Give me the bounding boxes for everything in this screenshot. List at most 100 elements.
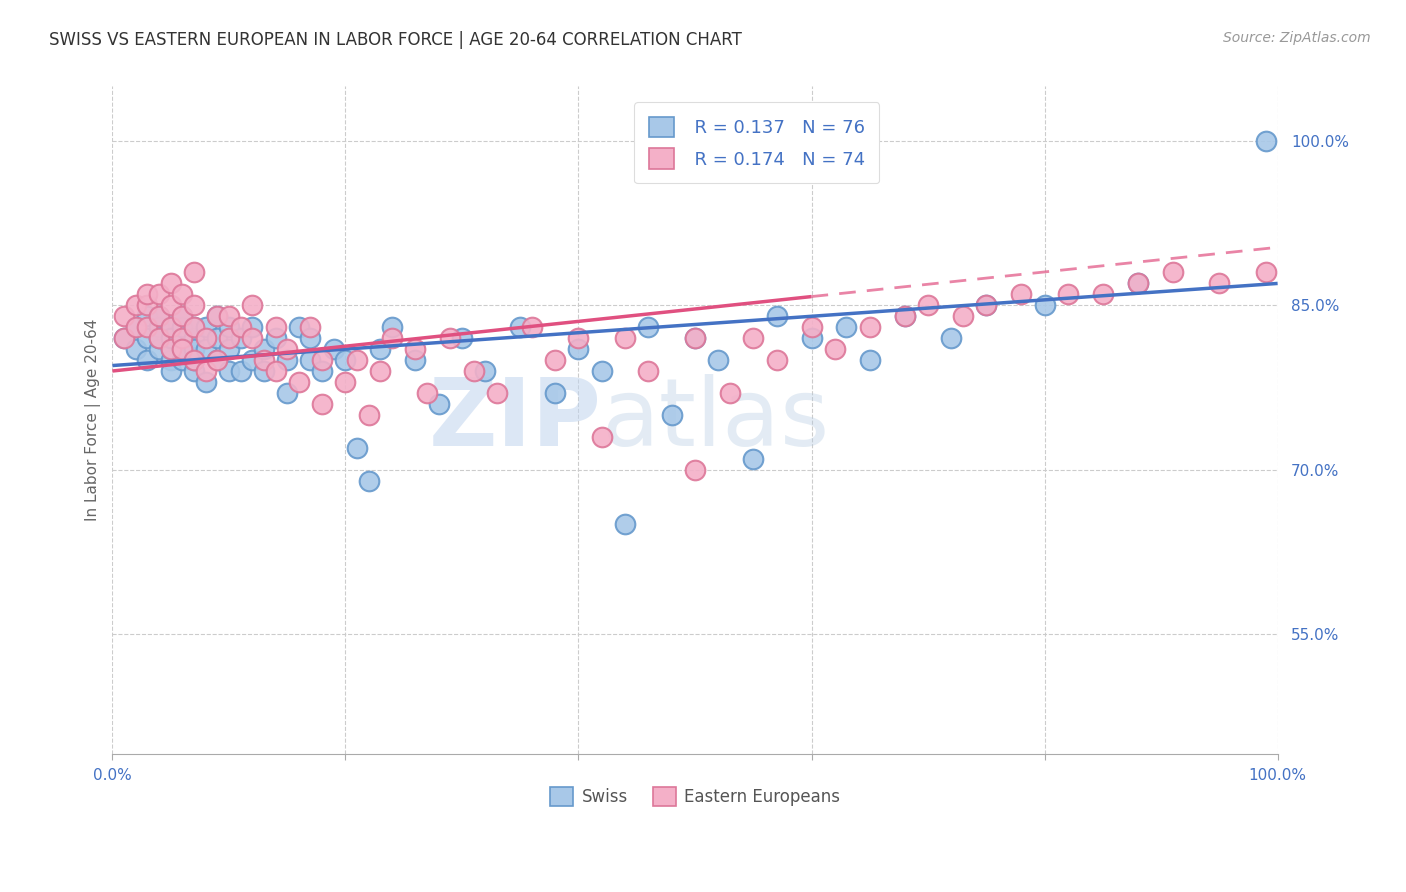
Point (824, 342, 846, 356)
Point (952, 310, 974, 324)
Point (159, 320, 181, 334)
Point (683, 462, 706, 476)
Point (172, 353, 194, 368)
Point (335, 353, 357, 368)
Point (148, 310, 170, 324)
Point (218, 320, 240, 334)
Point (520, 320, 543, 334)
Point (183, 320, 205, 334)
Text: SWISS VS EASTERN EUROPEAN IN LABOR FORCE | AGE 20-64 CORRELATION CHART: SWISS VS EASTERN EUROPEAN IN LABOR FORCE… (49, 31, 742, 49)
Text: ZIP: ZIP (429, 375, 602, 467)
Point (218, 364, 240, 378)
Point (183, 265, 205, 279)
Point (159, 298, 181, 312)
Point (172, 342, 194, 356)
Point (148, 342, 170, 356)
Point (404, 342, 426, 356)
Point (1091, 287, 1114, 301)
Point (1254, 134, 1277, 148)
Point (112, 310, 135, 324)
Point (218, 342, 240, 356)
Point (172, 320, 194, 334)
Point (591, 364, 613, 378)
Y-axis label: In Labor Force | Age 20-64: In Labor Force | Age 20-64 (86, 319, 101, 522)
Legend: Swiss, Eastern Europeans: Swiss, Eastern Europeans (543, 780, 846, 813)
Point (765, 310, 787, 324)
Point (299, 353, 322, 368)
Point (1161, 265, 1184, 279)
Point (148, 287, 170, 301)
Point (159, 364, 181, 378)
Point (253, 342, 276, 356)
Point (183, 353, 205, 368)
Point (299, 320, 322, 334)
Point (917, 298, 939, 312)
Point (567, 331, 589, 345)
Point (183, 364, 205, 378)
Point (159, 342, 181, 356)
Point (370, 364, 392, 378)
Point (159, 331, 181, 345)
Point (976, 298, 998, 312)
Point (194, 331, 217, 345)
Point (370, 342, 392, 356)
Point (112, 331, 135, 345)
Point (194, 364, 217, 378)
Point (941, 331, 963, 345)
Point (136, 320, 159, 334)
Point (148, 331, 170, 345)
Point (1057, 287, 1080, 301)
Point (264, 331, 287, 345)
Point (591, 430, 613, 444)
Point (183, 298, 205, 312)
Point (1254, 265, 1277, 279)
Point (172, 310, 194, 324)
Point (183, 342, 205, 356)
Point (683, 331, 706, 345)
Point (299, 331, 322, 345)
Point (707, 353, 730, 368)
Point (485, 385, 508, 400)
Point (1033, 298, 1056, 312)
Point (544, 385, 567, 400)
Point (742, 331, 765, 345)
Point (136, 353, 159, 368)
Point (240, 320, 263, 334)
Point (288, 375, 311, 389)
Point (718, 385, 741, 400)
Point (567, 342, 589, 356)
Point (240, 298, 263, 312)
Point (288, 320, 311, 334)
Point (148, 331, 170, 345)
Point (240, 331, 263, 345)
Point (112, 331, 135, 345)
Point (474, 364, 496, 378)
Point (194, 342, 217, 356)
Point (125, 298, 148, 312)
Point (381, 320, 404, 334)
Point (765, 353, 787, 368)
Text: atlas: atlas (602, 375, 830, 467)
Point (276, 342, 298, 356)
Point (218, 331, 240, 345)
Point (159, 320, 181, 334)
Point (427, 397, 450, 411)
Point (893, 310, 915, 324)
Point (544, 353, 567, 368)
Point (136, 298, 159, 312)
Point (800, 320, 823, 334)
Point (194, 375, 217, 389)
Point (1126, 277, 1149, 291)
Point (322, 342, 344, 356)
Point (207, 353, 229, 368)
Point (893, 310, 915, 324)
Point (346, 441, 368, 455)
Point (136, 287, 159, 301)
Point (742, 451, 765, 466)
Point (451, 331, 474, 345)
Point (335, 375, 357, 389)
Point (1208, 277, 1230, 291)
Point (404, 353, 426, 368)
Point (172, 287, 194, 301)
Point (661, 408, 683, 422)
